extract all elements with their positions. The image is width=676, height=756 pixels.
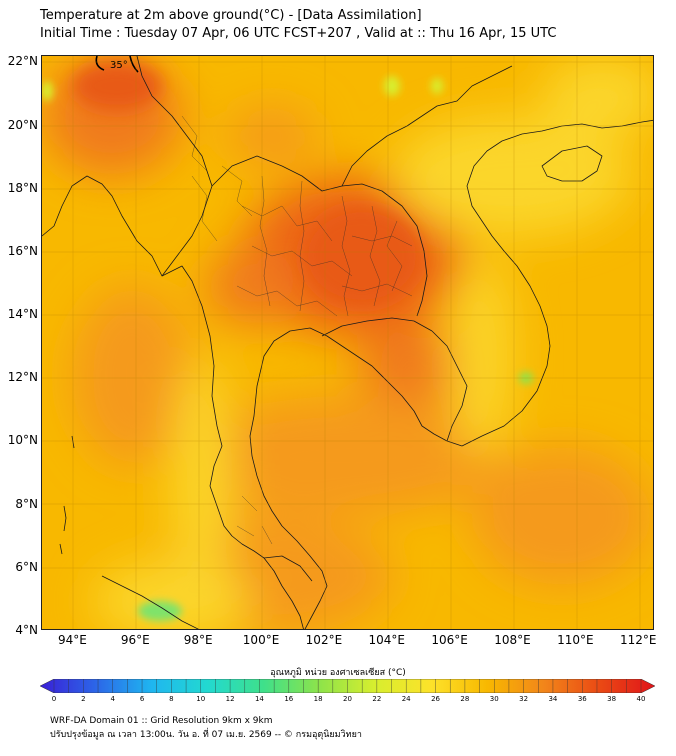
colorbar-label: 6 (139, 695, 145, 703)
colorbar-label: 4 (110, 695, 115, 703)
colorbar-title: อุณหภูมิ หน่วย องศาเซลเซียส (°C) (270, 668, 406, 678)
lon-tick-label: 108°E (494, 633, 531, 647)
lon-tick-label: 100°E (242, 633, 280, 647)
hainan-island (541, 145, 603, 182)
colorbar-label: 24 (401, 695, 411, 703)
colorbar-label: 34 (548, 695, 558, 703)
colorbar-label: 2 (81, 695, 86, 703)
lat-tick-label: 8°N (15, 496, 38, 511)
colorbar-label: 30 (489, 695, 499, 703)
lat-tick-label: 12°N (7, 370, 38, 385)
colorbar-label: 20 (343, 695, 352, 703)
lon-tick-label: 94°E (57, 633, 87, 647)
lat-tick-label: 6°N (15, 559, 38, 574)
map-canvas: 35° (42, 56, 653, 629)
contour-35 (95, 56, 139, 73)
province-boundaries (181, 115, 413, 545)
colorbar-label: 8 (169, 695, 174, 703)
vietnam-south-coast (461, 133, 551, 447)
lon-tick-label: 102°E (305, 633, 343, 647)
laos-vietnam-border (341, 65, 513, 187)
footer-update-info: ปรับปรุงข้อมูล ณ เวลา 13:00น. วัน อ. ที่… (50, 730, 362, 740)
lon-tick-label: 106°E (431, 633, 468, 647)
lat-tick-label: 16°N (7, 243, 38, 258)
colorbar-label: 28 (460, 695, 470, 703)
colorbar-label: 16 (284, 695, 294, 703)
malaysia-border (263, 555, 313, 582)
lon-tick-label: 112°E (620, 633, 657, 647)
colorbar-label: 32 (519, 695, 529, 703)
colorbar-label: 26 (431, 695, 440, 703)
lon-tick-label: 96°E (120, 633, 150, 647)
contour-label: 35° (110, 60, 128, 71)
colorbar-label: 36 (577, 695, 587, 703)
colorbar-label: 0 (51, 695, 57, 703)
thailand-laos-border (211, 155, 428, 317)
lat-tick-label: 20°N (7, 117, 38, 132)
lon-tick-label: 98°E (183, 633, 213, 647)
chart-subtitle: Initial Time : Tuesday 07 Apr, 06 UTC FC… (40, 26, 557, 41)
footer-model-info: WRF-DA Domain 01 :: Grid Resolution 9km … (50, 716, 273, 726)
peninsula-west-coast (209, 485, 304, 629)
lat-tick-label: 10°N (7, 433, 38, 448)
coastline-and-borders (42, 56, 653, 629)
chart-title: Temperature at 2m above ground(°C) - [Da… (40, 8, 422, 23)
lon-tick-label: 110°E (557, 633, 594, 647)
colorbar-label: 12 (225, 695, 235, 703)
hot-core (72, 61, 422, 306)
temperature-map[interactable]: 35° (41, 55, 654, 630)
lat-tick-label: 22°N (7, 54, 38, 69)
colorbar-label: 18 (313, 695, 323, 703)
myanmar-thailand-border (136, 56, 213, 277)
colorbar-label: 14 (254, 695, 264, 703)
gulf-of-thailand-coast (249, 327, 463, 629)
graticule (42, 56, 653, 629)
lon-tick-label: 104°E (368, 633, 406, 647)
lat-tick-label: 14°N (7, 307, 38, 322)
thailand-cambodia-border (321, 317, 433, 337)
cambodia-vietnam-border (431, 330, 468, 442)
colorbar-label: 22 (372, 695, 382, 703)
colorbar-ticks (53, 679, 642, 693)
colorbar (40, 679, 655, 693)
colorbar-label: 38 (607, 695, 617, 703)
lat-tick-label: 4°N (15, 623, 38, 637)
sumatra-coast (101, 575, 199, 629)
colorbar-label: 10 (196, 695, 206, 703)
lat-tick-label: 18°N (7, 180, 38, 195)
colorbar-label: 40 (636, 695, 646, 703)
